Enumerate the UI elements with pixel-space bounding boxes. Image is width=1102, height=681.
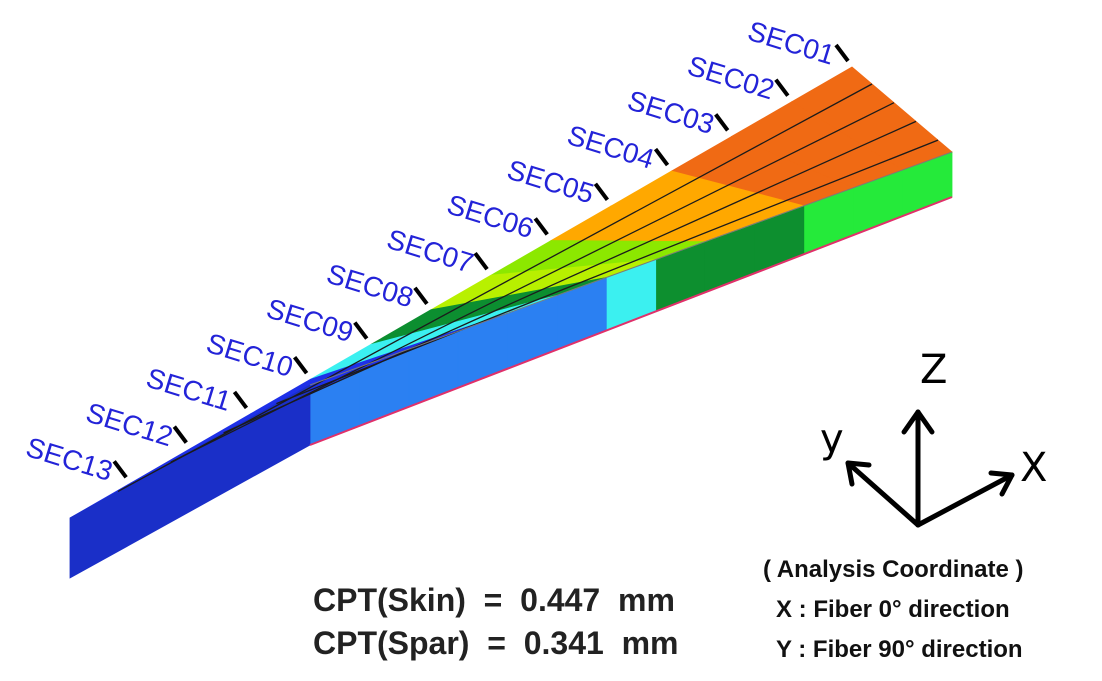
- section-tick-sec02: [774, 78, 790, 97]
- y-axis-arrow: [845, 460, 921, 528]
- section-tick-sec10: [293, 356, 309, 375]
- x-axis-arrow: [915, 472, 1015, 528]
- section-tick-sec01: [834, 43, 850, 63]
- section-tick-sec03: [714, 113, 730, 132]
- section-label-sec07: SEC07: [383, 223, 477, 279]
- section-tick-sec09: [353, 321, 369, 340]
- legend-title: ( Analysis Coordinate ): [763, 556, 1024, 583]
- section-label-sec13: SEC13: [22, 431, 116, 487]
- coordinate-axes: [845, 409, 1015, 528]
- cpt-skin: CPT(Skin) = 0.447 mm: [313, 582, 675, 618]
- section-label-sec03: SEC03: [624, 84, 718, 140]
- section-tick-sec12: [172, 425, 188, 444]
- section-label-sec05: SEC05: [504, 154, 598, 210]
- leading-edge-line: [309, 151, 953, 386]
- section-tick-sec07: [473, 251, 489, 271]
- x-arrowhead-icon: [988, 470, 1015, 497]
- cpt-spar: CPT(Spar) = 0.341 mm: [313, 625, 679, 661]
- legend-y-line: Y : Fiber 90° direction: [776, 636, 1023, 663]
- section-tick-sec06: [533, 217, 549, 236]
- section-label-sec02: SEC02: [684, 50, 778, 106]
- section-label-sec06: SEC06: [443, 189, 537, 245]
- section-label-sec04: SEC04: [564, 119, 658, 175]
- section-tick-sec08: [413, 286, 429, 306]
- y-axis-label: y: [820, 416, 844, 462]
- z-axis-label: Z: [920, 347, 947, 393]
- legend-x-line: X : Fiber 0° direction: [776, 596, 1010, 623]
- wing-beam: [69, 66, 953, 579]
- section-tick-sec11: [232, 390, 249, 410]
- section-label-sec10: SEC10: [203, 327, 297, 383]
- stringer-line-3: [223, 120, 917, 434]
- y-arrowhead-icon: [845, 460, 872, 487]
- section-tick-sec13: [112, 460, 128, 479]
- stringer-line-4: [276, 139, 939, 405]
- stringer-line-1: [117, 83, 873, 492]
- section-tick-sec04: [653, 147, 670, 167]
- section-label-sec01: SEC01: [744, 15, 838, 71]
- x-axis-label: X: [1020, 445, 1047, 491]
- section-label-sec09: SEC09: [263, 293, 357, 349]
- section-label-sec11: SEC11: [143, 362, 235, 417]
- lower-edge-line: [309, 196, 953, 446]
- section-label-sec08: SEC08: [323, 258, 417, 314]
- section-tick-sec05: [593, 182, 609, 201]
- section-label-sec12: SEC12: [83, 397, 177, 453]
- z-arrowhead-icon: [901, 409, 935, 435]
